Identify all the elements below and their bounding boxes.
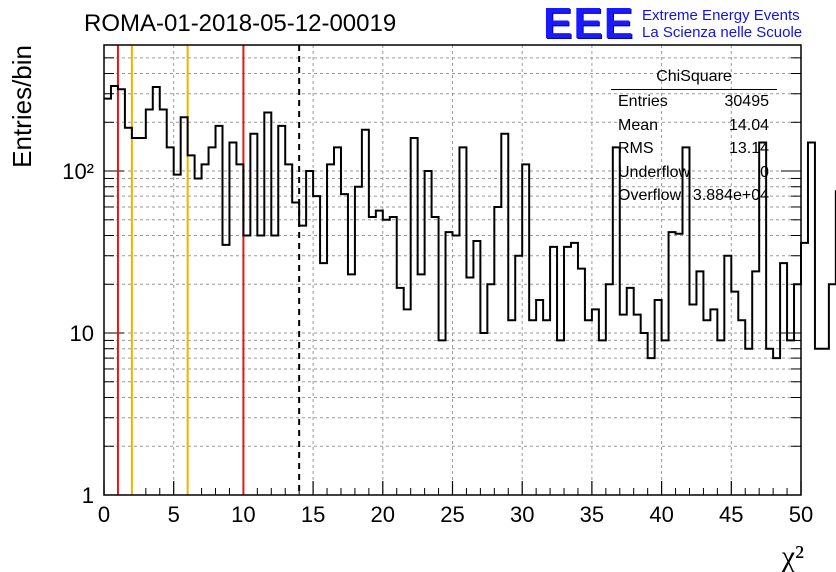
histogram-series bbox=[104, 84, 836, 360]
y-axis-label: Entries/bin bbox=[7, 45, 37, 168]
stat-value: 0 bbox=[760, 163, 769, 181]
y-tick-label: 10² bbox=[62, 159, 94, 184]
stat-row-mean: Mean 14.04 bbox=[611, 114, 777, 138]
eee-logo-text: Extreme Energy Events La Scienza nelle S… bbox=[642, 7, 802, 41]
stat-value: 30495 bbox=[724, 93, 770, 110]
x-tick-label: 30 bbox=[510, 502, 534, 527]
run-title: ROMA-01-2018-05-12-00019 bbox=[84, 10, 397, 37]
stat-row-underflow: Underflow 0 bbox=[611, 161, 777, 185]
x-tick-label: 0 bbox=[98, 502, 110, 527]
plot-frame bbox=[103, 44, 802, 496]
stat-row-entries: Entries 30495 bbox=[611, 90, 777, 114]
y-tick-label: 1 bbox=[82, 483, 94, 508]
stat-label: Underflow bbox=[618, 163, 691, 181]
x-tick-label: 25 bbox=[440, 502, 464, 527]
stats-title: ChiSquare bbox=[611, 68, 777, 90]
logo-line-1: Extreme Energy Events bbox=[642, 7, 800, 24]
y-tick-label: 10 bbox=[70, 321, 94, 346]
stat-label: Overflow bbox=[618, 187, 682, 204]
x-tick-label: 10 bbox=[231, 502, 255, 527]
x-axis-label: χ² bbox=[781, 540, 804, 572]
stat-label: Entries bbox=[618, 93, 668, 110]
stat-row-rms: RMS 13.14 bbox=[611, 137, 777, 161]
x-tick-label: 40 bbox=[649, 502, 673, 527]
eee-logo: EEE Extreme Energy Events La Scienza nel… bbox=[543, 2, 802, 46]
stat-label: Mean bbox=[618, 116, 659, 134]
logo-line-2: La Scienza nelle Scuole bbox=[642, 24, 803, 41]
x-tick-label: 50 bbox=[789, 502, 813, 527]
x-tick-label: 45 bbox=[719, 502, 743, 527]
stat-row-overflow: Overflow 3.884e+04 bbox=[611, 184, 777, 208]
stat-label: RMS bbox=[618, 140, 654, 157]
tick-labels: 0 5 10 15 20 25 30 35 40 45 50 1 10 10² bbox=[62, 159, 813, 527]
grid-lines bbox=[103, 45, 802, 495]
stat-value: 13.14 bbox=[728, 140, 769, 157]
stats-box: ChiSquare Entries 30495 Mean 14.04 RMS 1… bbox=[611, 68, 777, 208]
x-tick-label: 5 bbox=[168, 502, 180, 527]
x-tick-label: 35 bbox=[580, 502, 604, 527]
eee-logo-mark: EEE bbox=[543, 0, 635, 48]
x-tick-label: 20 bbox=[371, 502, 395, 527]
stat-value: 3.884e+04 bbox=[692, 187, 769, 204]
x-tick-label: 15 bbox=[301, 502, 325, 527]
stat-value: 14.04 bbox=[728, 116, 769, 134]
histogram-line bbox=[104, 84, 836, 360]
